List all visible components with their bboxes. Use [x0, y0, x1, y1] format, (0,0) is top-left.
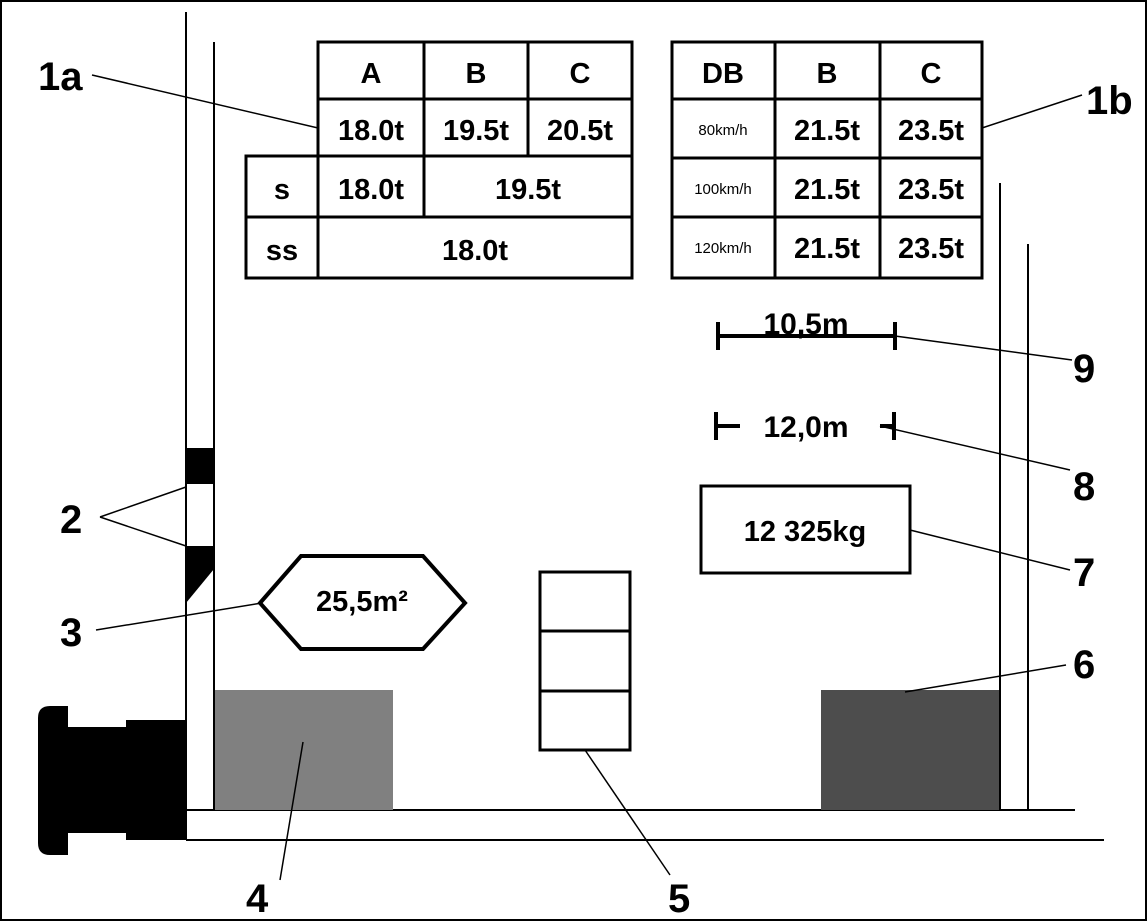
marking-block-upper	[186, 448, 214, 484]
table-a-value-b: 19.5t	[443, 115, 509, 147]
callout-2: 2	[60, 498, 82, 542]
callout-5: 5	[668, 877, 690, 921]
length-between-text: 10,5m	[763, 308, 848, 341]
marking-block-lower	[186, 546, 214, 603]
leader-7	[909, 529, 1071, 571]
table-b-value-c-1: 23.5t	[898, 115, 964, 147]
callout-7: 7	[1073, 551, 1095, 595]
leader-6	[904, 664, 1067, 693]
leader-4	[279, 741, 304, 881]
grey-panel-left	[215, 690, 393, 810]
dark-panel-right	[821, 690, 999, 810]
leader-1a	[91, 74, 319, 129]
table-b-header-b: B	[817, 58, 838, 90]
load-table-b	[670, 40, 984, 280]
table-a-s-label: s	[274, 174, 290, 206]
label-holder-stack	[538, 570, 632, 752]
callout-8: 8	[1073, 465, 1095, 509]
tare-weight-box	[699, 484, 912, 575]
table-b-speed-3: 120km/h	[694, 240, 752, 257]
leader-9	[894, 335, 1073, 361]
floor-area-text: 25,5m²	[316, 586, 408, 618]
callout-9: 9	[1073, 347, 1095, 391]
table-a-s-value-a: 18.0t	[338, 174, 404, 206]
table-a-ss-label: ss	[266, 235, 298, 267]
table-b-value-b-2: 21.5t	[794, 174, 860, 206]
table-b-speed-1: 80km/h	[698, 122, 747, 139]
leader-1b	[981, 94, 1083, 129]
leader-3	[95, 602, 263, 631]
leader-5	[584, 749, 671, 876]
callout-4: 4	[246, 877, 269, 921]
buffer-icon	[38, 706, 186, 855]
load-table-a	[244, 40, 634, 280]
leader-2-upper	[99, 486, 187, 518]
table-a-value-a: 18.0t	[338, 115, 404, 147]
tare-weight-text: 12 325kg	[744, 516, 867, 548]
leader-lines	[91, 74, 1083, 881]
length-over-text: 12,0m	[763, 411, 848, 444]
table-b-value-b-3: 21.5t	[794, 233, 860, 265]
leader-8	[879, 425, 1071, 471]
table-b-header-c: C	[921, 58, 942, 90]
table-a-s-value-bc: 19.5t	[495, 174, 561, 206]
table-b-header-db: DB	[702, 58, 744, 90]
callout-6: 6	[1073, 643, 1095, 687]
table-a-value-c: 20.5t	[547, 115, 613, 147]
table-b-value-c-2: 23.5t	[898, 174, 964, 206]
callout-1a: 1a	[38, 55, 83, 99]
table-b-value-b-1: 21.5t	[794, 115, 860, 147]
table-a-header-b: B	[466, 58, 487, 90]
callout-3: 3	[60, 611, 82, 655]
table-a-header-a: A	[361, 58, 382, 90]
callout-1b: 1b	[1086, 79, 1133, 123]
table-a-ss-value: 18.0t	[442, 235, 508, 267]
leader-2-lower	[99, 516, 187, 547]
floor-area-hexagon	[257, 554, 468, 651]
table-b-speed-2: 100km/h	[694, 181, 752, 198]
table-b-value-c-3: 23.5t	[898, 233, 964, 265]
table-a-header-c: C	[570, 58, 591, 90]
